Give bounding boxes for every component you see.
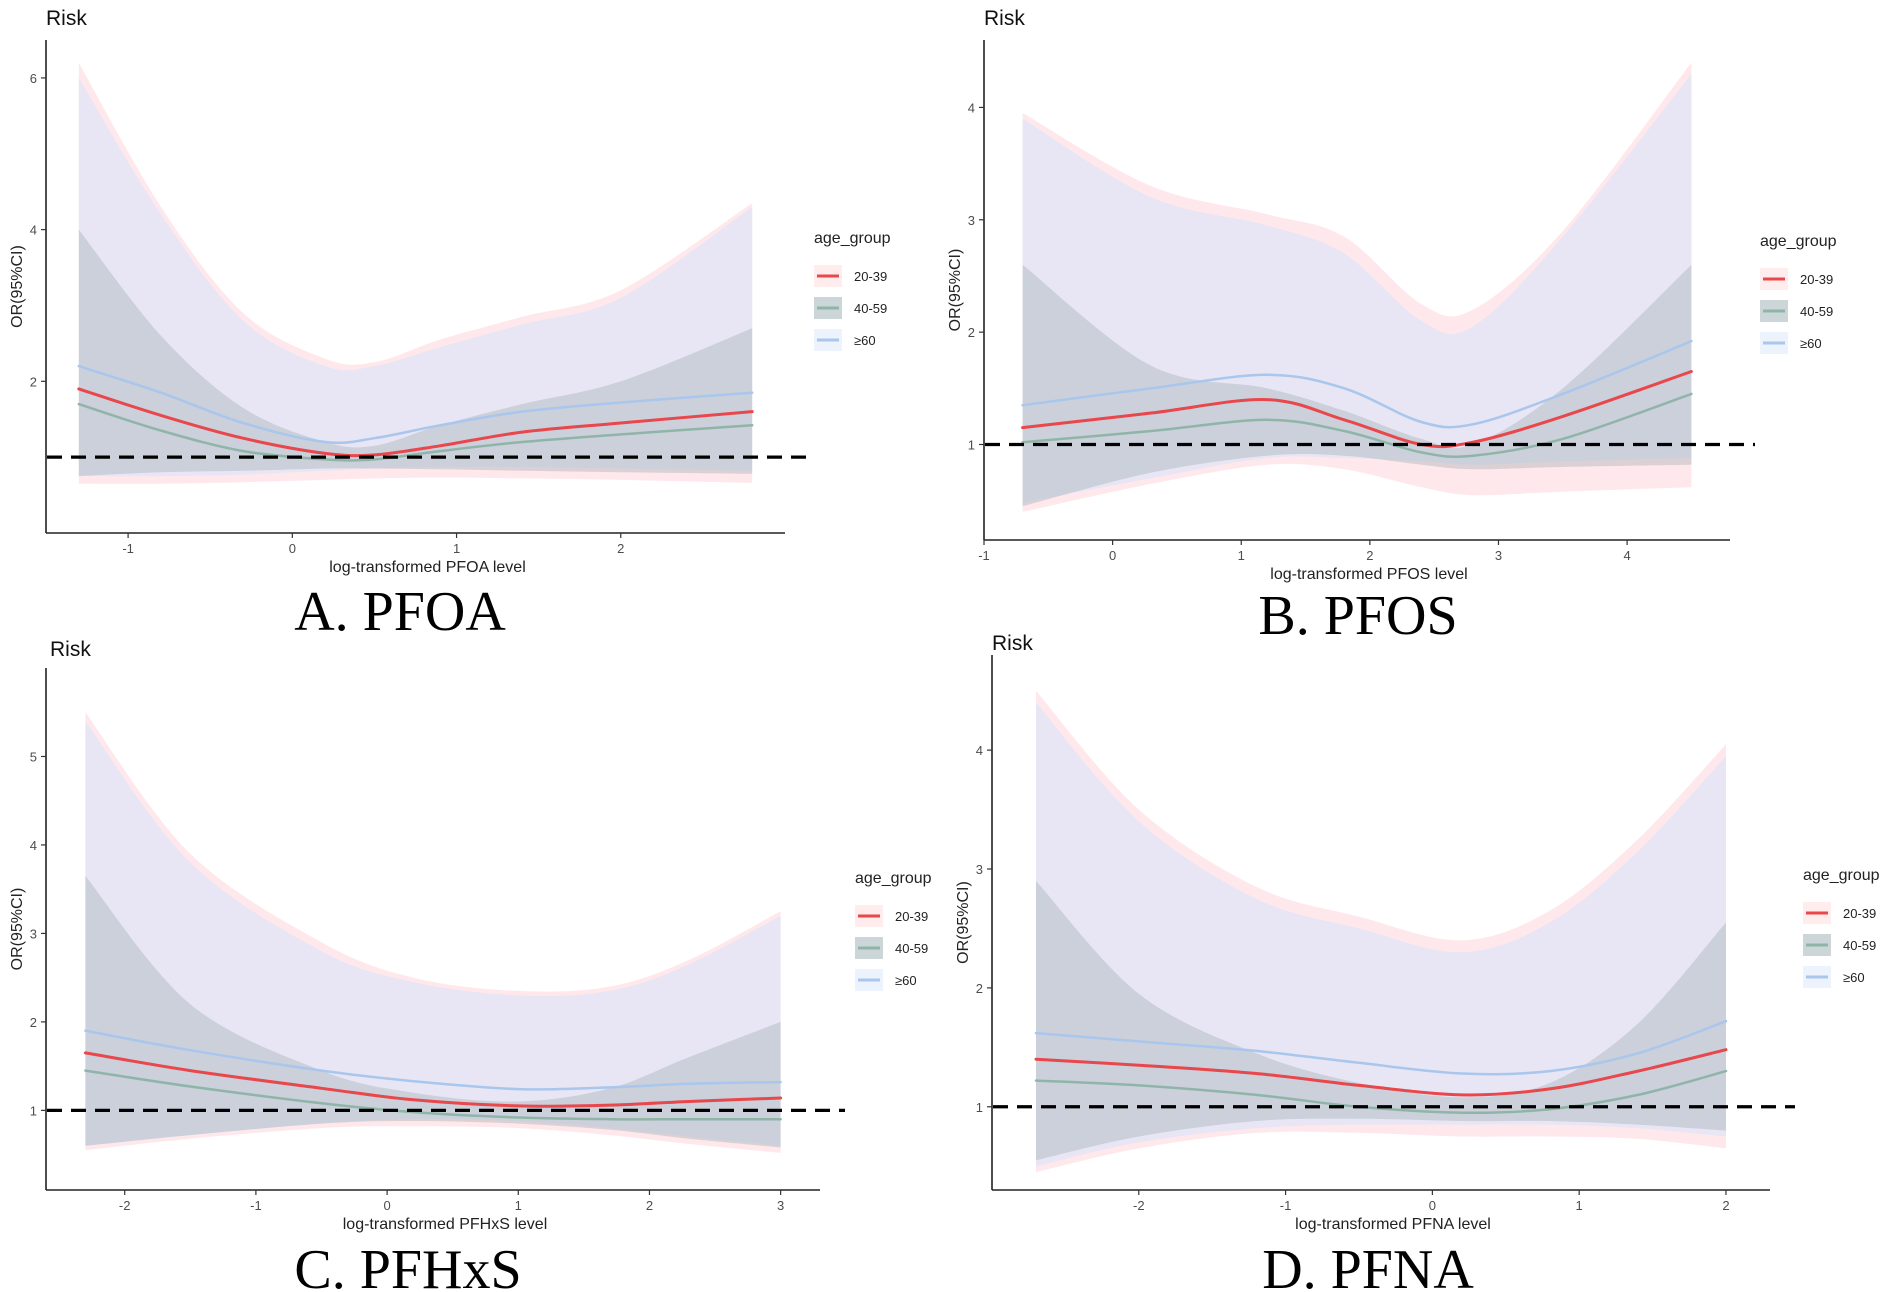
x-axis-title: log-transformed PFNA level xyxy=(1295,1216,1491,1233)
x-tick-label: -2 xyxy=(1133,1198,1145,1213)
legend-label: ≥60 xyxy=(854,333,876,348)
series-line-40-59 xyxy=(1034,1069,1728,1115)
series-line-ge60 xyxy=(1021,339,1693,429)
legend: age_group 20-39 40-59 ≥60 xyxy=(855,870,932,991)
legend: age_group 20-39 40-59 ≥60 xyxy=(1760,233,1837,354)
chart-panel-1: -1 0 1 2 2 4 6 log-transformed PFOA level OR(95%… xyxy=(9,7,891,643)
y-tick-label: 4 xyxy=(30,838,37,853)
x-tick-label: -1 xyxy=(1280,1198,1292,1213)
x-tick-label: 1 xyxy=(1576,1198,1583,1213)
x-tick-label: 0 xyxy=(383,1198,390,1213)
x-tick-label: 2 xyxy=(1366,548,1373,563)
legend-title: age_group xyxy=(855,870,932,887)
legend-label: 20-39 xyxy=(1800,272,1833,287)
legend-label: 20-39 xyxy=(854,269,887,284)
x-tick-label: 1 xyxy=(453,541,460,556)
series-line-ge60 xyxy=(84,1029,782,1091)
series-line-20-39 xyxy=(1021,370,1693,449)
x-tick-label: 0 xyxy=(1109,548,1116,563)
x-tick-label: -1 xyxy=(978,548,990,563)
y-tick-label: 1 xyxy=(968,437,975,452)
series-line-ge60 xyxy=(1034,1019,1728,1076)
series-line-20-39 xyxy=(83,1051,783,1108)
y-axis-title: OR(95%CI) xyxy=(9,888,26,971)
series-line-20-39 xyxy=(1034,1048,1728,1097)
y-tick-label: 4 xyxy=(968,100,975,115)
y-tick-label: 1 xyxy=(976,1100,983,1115)
legend: age_group 20-39 40-59 ≥60 xyxy=(814,230,891,351)
x-tick-label: 1 xyxy=(1238,548,1245,563)
y-tick-label: 3 xyxy=(30,926,37,941)
y-tick-label: 6 xyxy=(30,71,37,86)
legend-label: ≥60 xyxy=(895,973,917,988)
y-tick-label: 2 xyxy=(30,374,37,389)
legend-title: age_group xyxy=(814,230,891,247)
y-tick-label: 4 xyxy=(976,743,983,758)
legend-label: 20-39 xyxy=(1843,906,1876,921)
x-axis-title: log-transformed PFHxS level xyxy=(343,1216,548,1233)
x-tick-label: -1 xyxy=(250,1198,262,1213)
panel-caption: C. PFHxS xyxy=(294,1239,521,1292)
chart-title: Risk xyxy=(992,632,1033,655)
y-axis-title: OR(95%CI) xyxy=(9,245,26,328)
x-axis-title: log-transformed PFOA level xyxy=(329,559,526,576)
chart-panel-3: -2 -1 0 1 2 3 1 2 3 4 5 log-transformed PFHxS level… xyxy=(9,638,932,1292)
chart-title: Risk xyxy=(46,7,87,30)
ci-band-ge60 xyxy=(85,721,781,1146)
x-tick-label: -1 xyxy=(122,541,134,556)
x-tick-label: 0 xyxy=(289,541,296,556)
legend-title: age_group xyxy=(1760,233,1837,250)
y-tick-label: 2 xyxy=(976,981,983,996)
series-line-40-59 xyxy=(84,1069,782,1121)
x-tick-label: 0 xyxy=(1429,1198,1436,1213)
y-tick-label: 3 xyxy=(968,213,975,228)
y-tick-label: 2 xyxy=(30,1015,37,1030)
legend-label: ≥60 xyxy=(1843,970,1865,985)
x-tick-label: 1 xyxy=(515,1198,522,1213)
x-tick-label: 4 xyxy=(1623,548,1630,563)
legend-label: 40-59 xyxy=(854,301,887,316)
legend-label: 40-59 xyxy=(1800,304,1833,319)
y-tick-label: 1 xyxy=(30,1103,37,1118)
series-line-ge60 xyxy=(77,364,754,445)
series-line-40-59 xyxy=(77,402,754,462)
series-line-40-59 xyxy=(1021,392,1693,458)
panel-caption: A. PFOA xyxy=(294,581,506,643)
legend-label: 20-39 xyxy=(895,909,928,924)
chart-title: Risk xyxy=(984,7,1025,30)
y-tick-label: 5 xyxy=(30,749,37,764)
y-tick-label: 4 xyxy=(30,223,37,238)
legend-label: 40-59 xyxy=(895,941,928,956)
x-axis-title: log-transformed PFOS level xyxy=(1270,566,1467,583)
legend-label: ≥60 xyxy=(1800,336,1822,351)
series-line-20-39 xyxy=(77,387,754,458)
y-tick-label: 3 xyxy=(976,862,983,877)
x-tick-label: 3 xyxy=(1495,548,1502,563)
chart-title: Risk xyxy=(50,638,91,661)
ci-band-ge60 xyxy=(1036,702,1726,1167)
x-tick-label: 2 xyxy=(617,541,624,556)
legend-label: 40-59 xyxy=(1843,938,1876,953)
x-tick-label: 2 xyxy=(646,1198,653,1213)
legend-title: age_group xyxy=(1803,867,1880,884)
ci-band-ge60 xyxy=(78,77,753,477)
chart-panel-4: -2 -1 0 1 2 1 2 3 4 log-transformed PFNA level OR(… xyxy=(955,632,1880,1292)
panel-caption: D. PFNA xyxy=(1262,1239,1474,1292)
x-tick-label: 3 xyxy=(777,1198,784,1213)
ci-band-40-59 xyxy=(78,229,753,477)
chart-panel-2: -1 0 1 2 3 4 1 2 3 4 log-transformed PFOS level OR(… xyxy=(947,7,1837,647)
x-tick-label: -2 xyxy=(119,1198,131,1213)
legend: age_group 20-39 40-59 ≥60 xyxy=(1803,867,1880,988)
ci-band-ge60 xyxy=(1022,73,1692,503)
y-axis-title: OR(95%CI) xyxy=(947,249,964,332)
x-tick-label: 2 xyxy=(1722,1198,1729,1213)
y-axis-title: OR(95%CI) xyxy=(955,881,972,964)
panel-caption: B. PFOS xyxy=(1258,585,1457,647)
y-tick-label: 2 xyxy=(968,325,975,340)
